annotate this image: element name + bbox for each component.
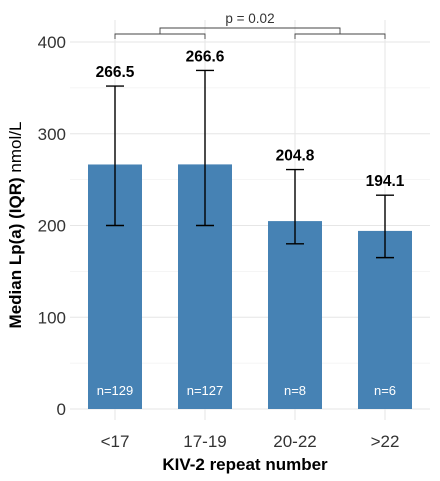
x-tick-label: >22 <box>371 432 400 451</box>
bracket-right-group <box>294 33 386 39</box>
bracket-comparison <box>159 27 341 34</box>
value-label: 266.5 <box>96 64 135 81</box>
y-tick-label: 0 <box>57 400 66 419</box>
n-label: n=8 <box>284 383 306 398</box>
value-label: 266.6 <box>186 48 225 65</box>
x-axis-title: KIV-2 repeat number <box>162 455 328 474</box>
error-bar <box>106 85 124 227</box>
bars <box>88 164 412 409</box>
y-axis-ticks: 0 100 200 300 400 <box>38 33 66 419</box>
significance-annotation: p = 0.02 <box>114 11 386 39</box>
error-bars <box>106 69 394 259</box>
y-axis-title-unit: nmol/L <box>6 122 25 173</box>
error-bar <box>376 194 394 259</box>
y-tick-label: 100 <box>38 308 66 327</box>
value-label: 204.8 <box>276 148 315 165</box>
y-axis-title: Median Lp(a) (IQR) nmol/L <box>6 122 25 329</box>
bracket-left-group <box>114 33 206 39</box>
y-tick-label: 400 <box>38 33 66 52</box>
x-tick-label: 17-19 <box>183 432 226 451</box>
value-labels: 266.5 266.6 204.8 194.1 <box>96 48 405 190</box>
n-label: n=127 <box>187 383 224 398</box>
n-label: n=129 <box>97 383 134 398</box>
error-bar <box>286 168 304 245</box>
x-tick-label: 20-22 <box>273 432 316 451</box>
error-bar <box>196 69 214 227</box>
bar <box>358 230 412 409</box>
x-tick-label: <17 <box>101 432 130 451</box>
value-label: 194.1 <box>366 173 405 190</box>
y-axis-title-main: Median Lp(a) (IQR) <box>6 177 25 328</box>
bar <box>268 221 322 409</box>
y-tick-label: 200 <box>38 217 66 236</box>
x-axis-ticks: <17 17-19 20-22 >22 <box>101 432 400 451</box>
p-value-label: p = 0.02 <box>225 11 274 26</box>
n-label: n=6 <box>374 383 396 398</box>
n-labels: n=129 n=127 n=8 n=6 <box>97 383 396 398</box>
y-tick-label: 300 <box>38 125 66 144</box>
